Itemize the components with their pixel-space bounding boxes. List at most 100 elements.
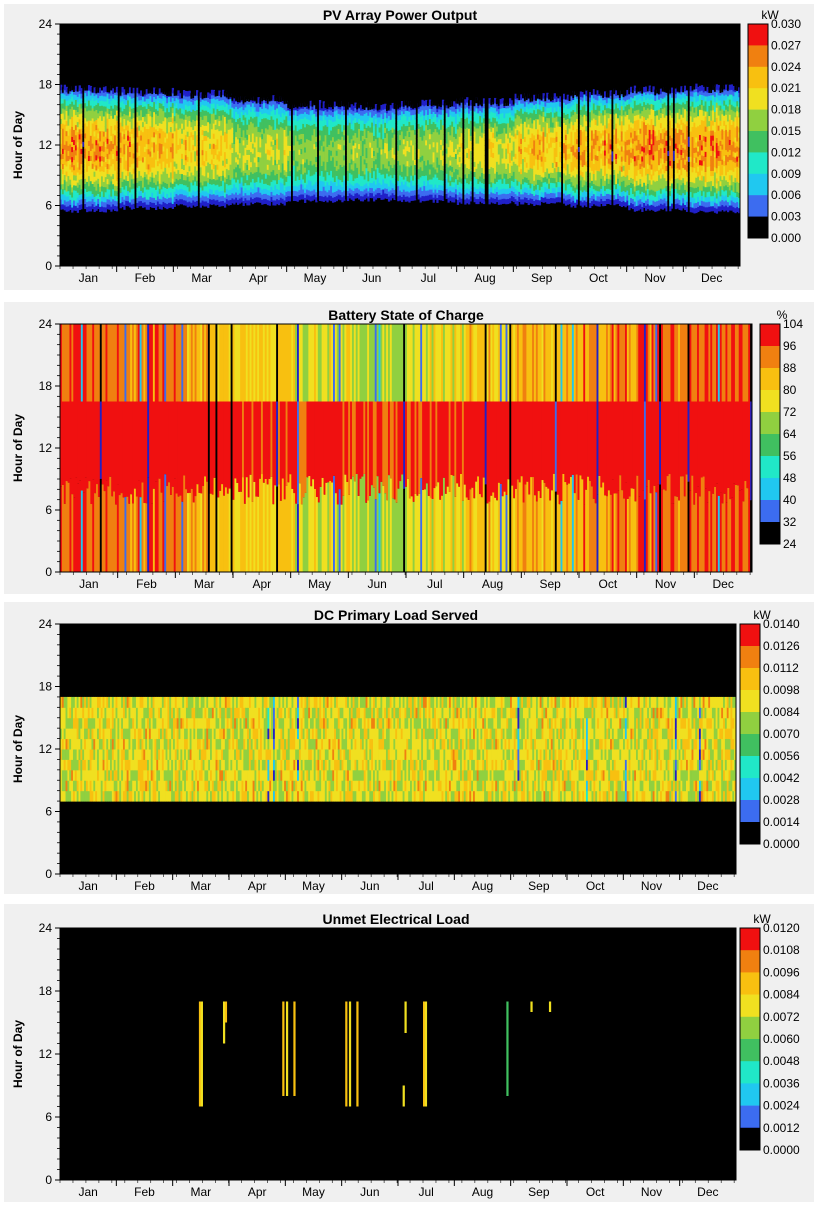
heatmap-cell xyxy=(436,103,439,109)
heatmap-cell xyxy=(339,164,342,170)
heatmap-cell xyxy=(82,126,85,132)
heatmap-cell xyxy=(216,199,219,205)
heatmap-cell xyxy=(182,134,186,140)
heatmap-cell xyxy=(117,198,121,204)
heatmap-cell xyxy=(128,131,132,137)
heatmap-cell xyxy=(343,144,346,151)
heatmap-cell xyxy=(229,179,232,185)
heatmap-cell xyxy=(289,170,292,177)
heatmap-cell xyxy=(93,130,96,137)
heatmap-cell xyxy=(384,177,387,184)
heatmap-cell xyxy=(276,118,279,124)
heatmap-cell xyxy=(63,88,66,95)
heatmap-cell xyxy=(447,197,450,203)
heatmap-cell xyxy=(87,100,91,106)
heatmap-cell xyxy=(115,99,119,106)
heatmap-cell xyxy=(156,180,160,187)
heatmap-cell xyxy=(136,177,139,183)
heatmap-cell xyxy=(223,166,227,173)
heatmap-cell xyxy=(428,194,432,200)
heatmap-cell xyxy=(238,142,242,149)
heatmap-cell xyxy=(358,188,361,195)
heatmap-cell xyxy=(298,144,301,150)
heatmap-cell xyxy=(192,119,195,125)
heatmap-cell xyxy=(100,100,104,106)
heatmap-cell xyxy=(354,188,357,194)
heatmap-cell xyxy=(136,172,139,178)
heatmap-cell xyxy=(225,188,229,195)
heatmap-cell xyxy=(285,161,288,167)
heatmap-cell xyxy=(104,96,107,102)
heatmap-cell xyxy=(192,104,195,110)
heatmap-cell xyxy=(443,174,447,181)
heatmap-cell xyxy=(117,112,121,118)
heatmap-cell xyxy=(462,117,465,124)
heatmap-cell xyxy=(283,184,286,191)
heatmap-cell xyxy=(71,207,74,213)
heatmap-cell xyxy=(207,121,210,128)
heatmap-cell xyxy=(86,151,89,157)
heatmap-cell xyxy=(127,170,130,176)
heatmap-cell xyxy=(313,99,316,106)
heatmap-cell xyxy=(289,185,292,192)
heatmap-cell xyxy=(248,194,251,201)
heatmap-cell xyxy=(216,118,219,125)
heatmap-cell xyxy=(432,126,435,133)
heatmap-cell xyxy=(210,159,214,165)
heatmap-cell xyxy=(259,121,262,128)
heatmap-cell xyxy=(220,190,223,197)
heatmap-cell xyxy=(73,205,76,211)
heatmap-cell xyxy=(261,179,264,185)
heatmap-cell xyxy=(441,104,445,111)
heatmap-cell xyxy=(164,192,167,199)
heatmap-cell xyxy=(177,194,180,201)
heatmap-cell xyxy=(93,146,96,152)
heatmap-cell xyxy=(162,171,165,177)
heatmap-cell xyxy=(285,98,288,104)
heatmap-cell xyxy=(343,114,346,121)
heatmap-cell xyxy=(332,187,335,193)
heatmap-cell xyxy=(326,156,329,163)
heatmap-cell xyxy=(400,110,404,117)
heatmap-cell xyxy=(233,163,236,170)
heatmap-cell xyxy=(253,116,257,123)
heatmap-cell xyxy=(361,175,365,182)
heatmap-cell xyxy=(153,136,156,143)
heatmap-cell xyxy=(305,184,309,190)
heatmap-cell xyxy=(223,181,227,188)
heatmap-cell xyxy=(289,125,292,131)
heatmap-cell xyxy=(141,156,145,163)
heatmap-cell xyxy=(65,90,68,96)
heatmap-cell xyxy=(60,103,63,109)
heatmap-cell xyxy=(434,100,437,106)
heatmap-cell xyxy=(205,180,208,187)
heatmap-cell xyxy=(130,138,134,145)
heatmap-cell xyxy=(220,195,223,202)
heatmap-cell xyxy=(400,191,404,198)
heatmap-cell xyxy=(97,87,100,93)
heatmap-cell xyxy=(430,189,433,195)
heatmap-cell xyxy=(158,203,161,209)
heatmap-cell xyxy=(127,99,130,106)
heatmap-cell xyxy=(95,134,98,141)
heatmap-cell xyxy=(440,109,443,115)
heatmap-cell xyxy=(326,181,329,188)
heatmap-cell xyxy=(464,138,467,145)
heatmap-cell xyxy=(281,173,284,179)
heatmap-cell xyxy=(60,199,63,205)
heatmap-cell xyxy=(86,146,89,152)
heatmap-cell xyxy=(332,197,335,203)
heatmap-cell xyxy=(108,179,111,185)
heatmap-cell xyxy=(251,143,255,149)
heatmap-cell xyxy=(445,193,448,200)
heatmap-cell xyxy=(63,129,66,135)
heatmap-cell xyxy=(130,173,134,180)
heatmap-cell xyxy=(125,190,128,196)
heatmap-cell xyxy=(358,163,361,170)
heatmap-cell xyxy=(104,131,107,137)
heatmap-cell xyxy=(73,86,76,92)
heatmap-cell xyxy=(361,155,365,162)
heatmap-cell xyxy=(350,184,353,190)
heatmap-cell xyxy=(253,121,257,128)
heatmap-cell xyxy=(406,155,409,162)
